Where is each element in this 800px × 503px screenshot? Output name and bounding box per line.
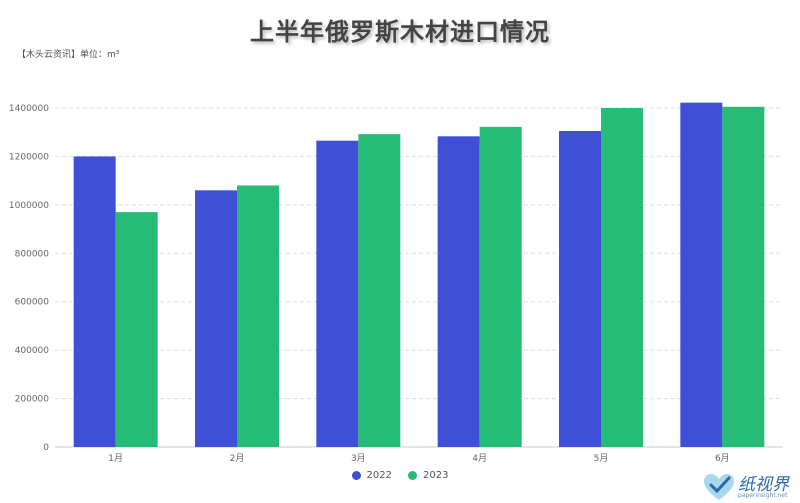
grid-lines [55,107,783,448]
bar-2022-3 [316,140,359,448]
y-tick-label: 1400000 [9,104,49,114]
legend-dot-icon [408,471,417,480]
x-tick-label: 2月 [230,453,245,464]
y-tick-label: 600000 [15,298,50,308]
y-tick-label: 200000 [15,395,50,405]
chart-subtitle: 【木头云资讯】单位：m³ [17,50,120,60]
watermark-url: paperinsight.net [738,492,788,499]
x-tick-label: 1月 [108,453,123,464]
y-tick-label: 1000000 [9,201,49,211]
bar-2023-4 [479,126,522,447]
bar-2022-1 [73,156,116,447]
legend-item-2023[interactable]: 2023 [408,470,448,481]
heart-check-logo-icon [704,474,734,500]
legend-label: 2023 [423,470,449,481]
bar-2023-6 [722,106,765,448]
bar-2023-5 [601,108,643,447]
y-tick-label: 0 [43,443,49,453]
bar-2023-2 [237,185,279,447]
y-tick-label: 1200000 [9,152,49,162]
y-tick-label: 400000 [15,346,50,356]
bar-2023-1 [115,212,158,447]
chart-title: 上半年俄罗斯木材进口情况 [250,18,550,46]
bar-2023-3 [358,134,401,447]
watermark-text: 纸视界 [738,475,789,495]
y-tick-label: 800000 [15,249,50,259]
x-tick-label: 5月 [594,453,609,464]
legend-dot-icon [351,471,361,480]
watermark: 纸视界 paperinsight.net [700,470,800,503]
bar-2022-5 [559,131,601,447]
x-tick-label: 6月 [715,453,730,464]
legend-item-2022[interactable]: 2022 [351,470,392,481]
y-axis-ticks: 0 200000 400000 600000 800000 1000000 1200000 1… [9,104,49,453]
x-tick-label: 3月 [351,453,366,464]
bar-2022-4 [437,136,480,447]
legend-label: 2022 [366,470,392,481]
x-axis-ticks: 1月 2月 3月 4月 5月 6月 [108,453,729,464]
bar-2022-6 [680,102,723,448]
legend: 2022 2023 [0,470,800,481]
x-tick-label: 4月 [472,453,487,464]
bar-2022-2 [195,190,237,448]
bars [73,102,765,448]
